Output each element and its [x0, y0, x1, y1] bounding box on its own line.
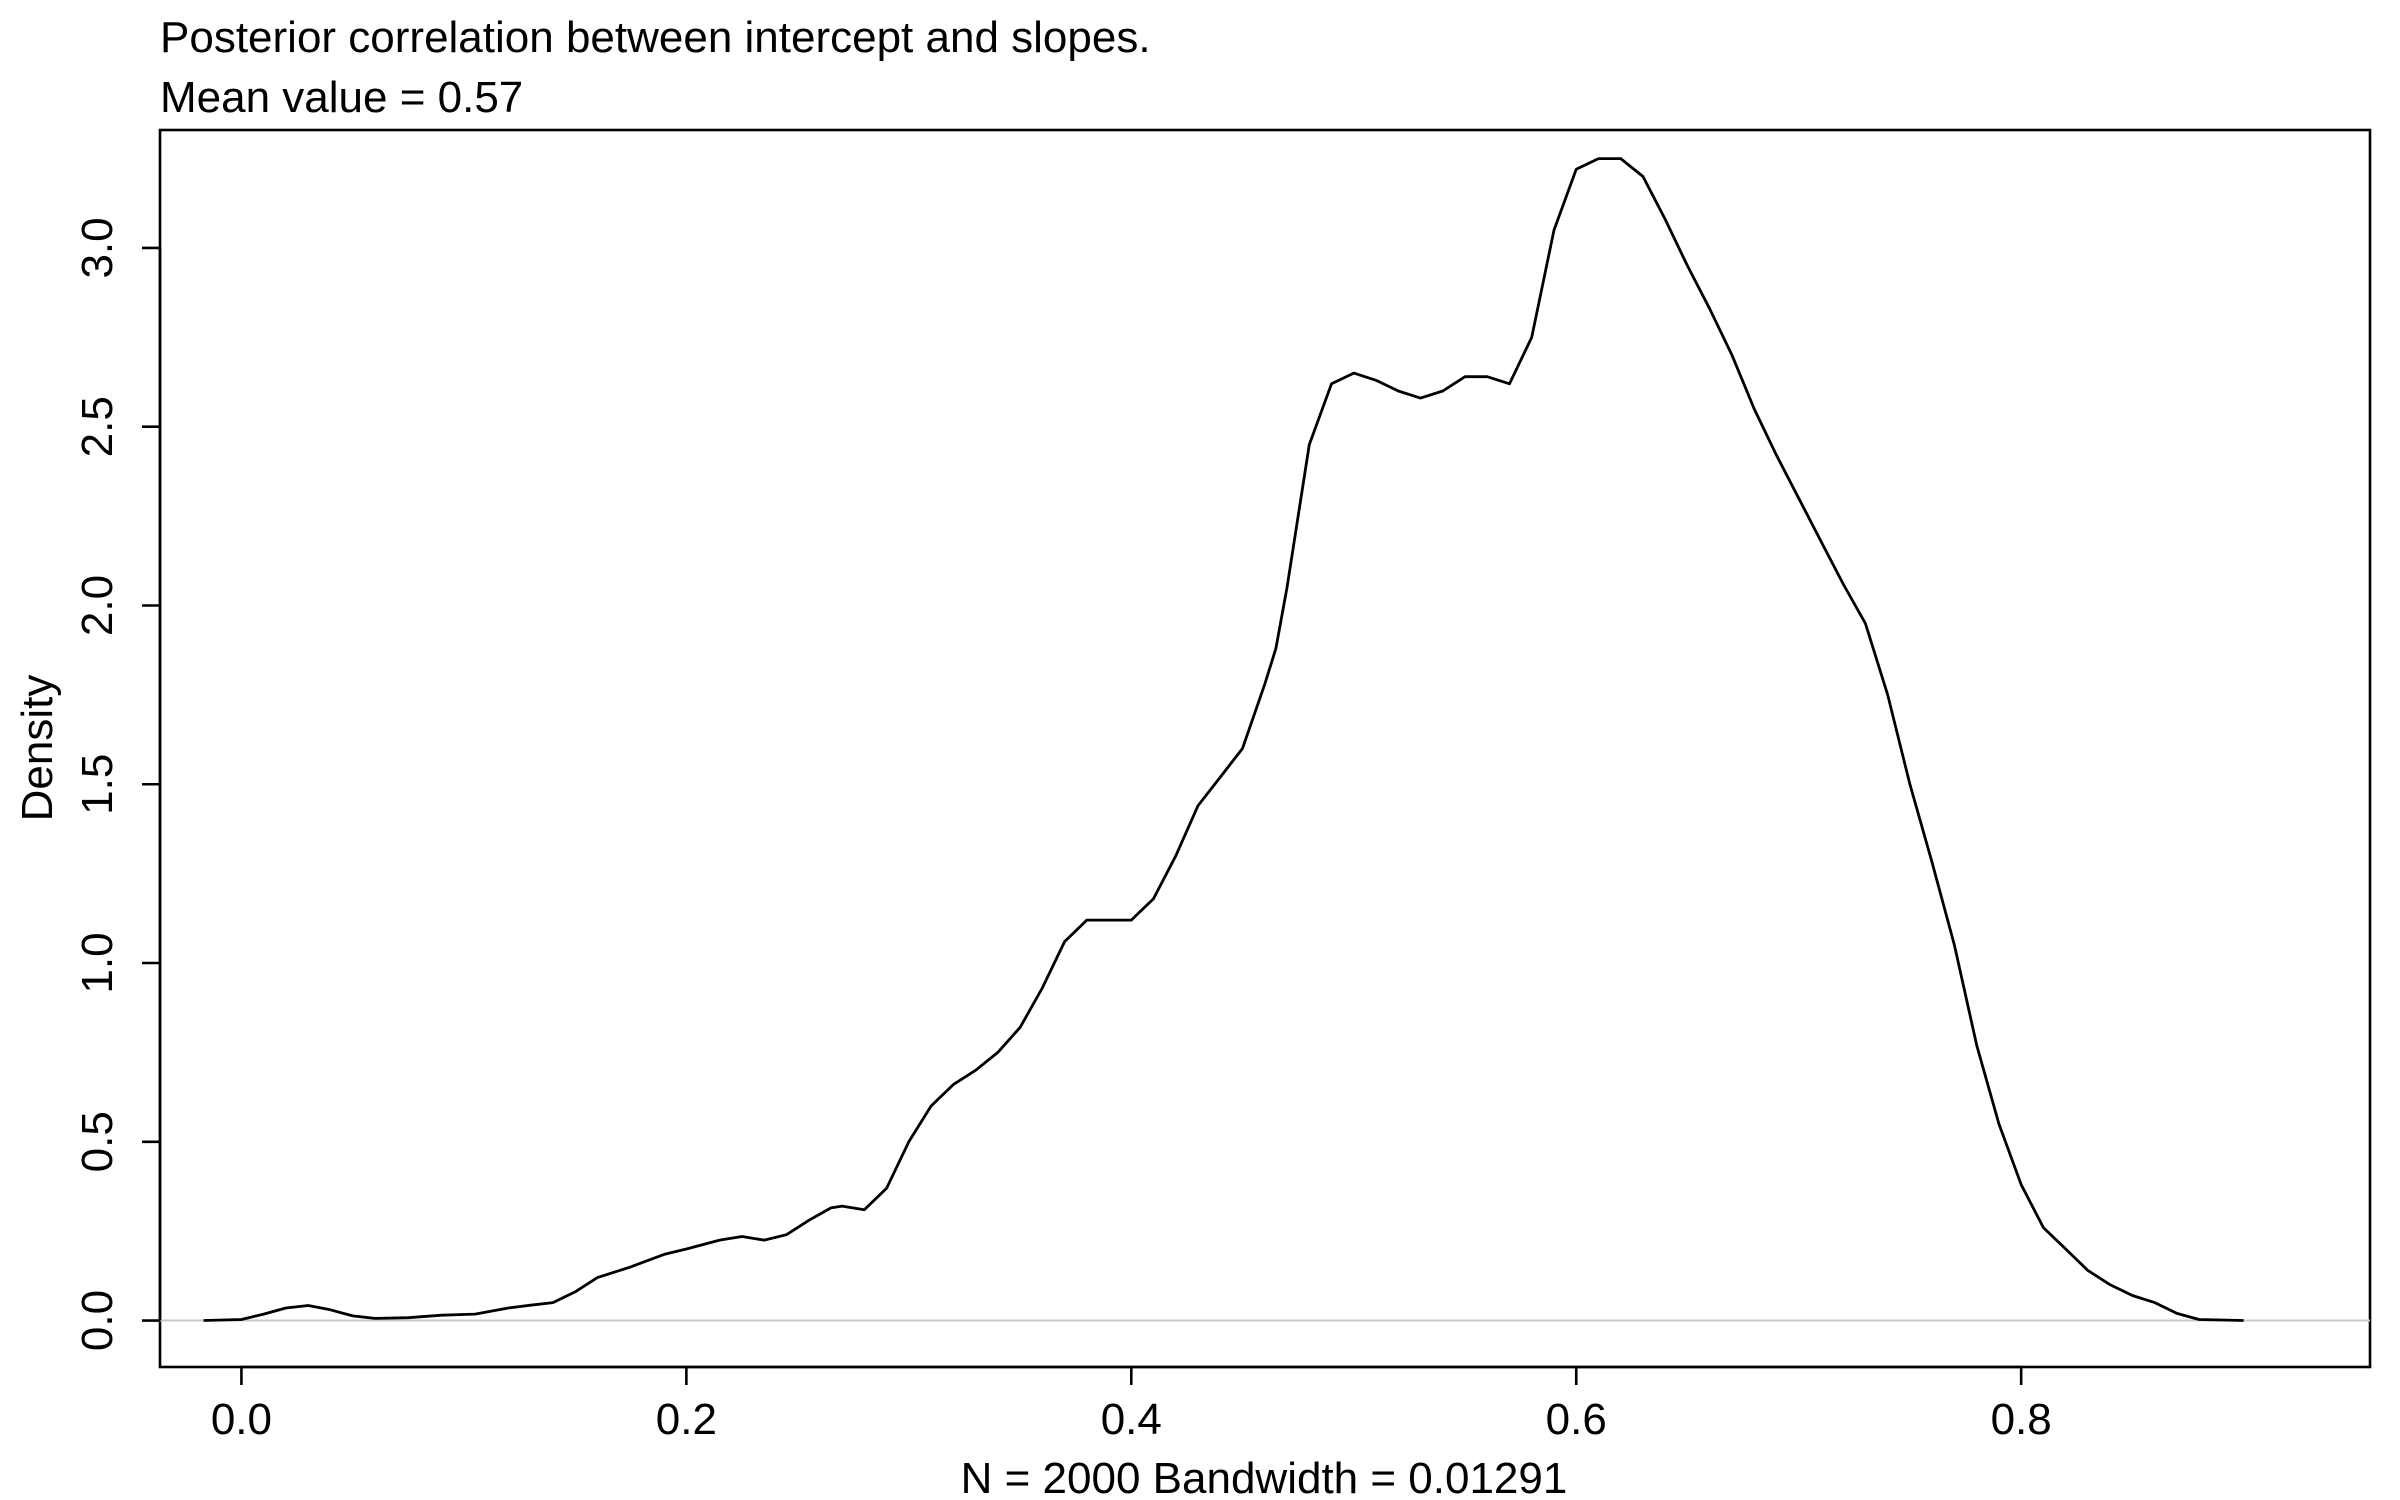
y-tick-label: 1.5: [73, 754, 122, 815]
y-axis: 0.0 0.5 1.0 1.5 2.0 2.5 3.0: [73, 217, 162, 1351]
y-tick-label: 1.0: [73, 932, 122, 993]
x-axis: 0.0 0.2 0.4 0.6 0.8: [211, 1365, 2052, 1444]
x-tick-label: 0.8: [1991, 1395, 2052, 1444]
plot-frame: [158, 128, 2372, 1369]
y-tick-label: 3.0: [73, 217, 122, 278]
y-tick-label: 0.0: [73, 1290, 122, 1351]
y-tick-label: 2.5: [73, 396, 122, 457]
x-tick-label: 0.4: [1101, 1395, 1162, 1444]
x-tick-label: 0.0: [211, 1395, 272, 1444]
y-tick-label: 0.5: [73, 1111, 122, 1172]
x-axis-label: N = 2000 Bandwidth = 0.01291: [961, 1454, 1568, 1500]
x-tick-label: 0.2: [656, 1395, 717, 1444]
x-tick-label: 0.6: [1546, 1395, 1607, 1444]
y-tick-label: 2.0: [73, 575, 122, 636]
chart-subtitle: Mean value = 0.57: [160, 73, 523, 122]
y-axis-label: Density: [13, 675, 62, 822]
density-curve: [203, 157, 2244, 1322]
chart-title: Posterior correlation between intercept …: [160, 13, 1151, 62]
